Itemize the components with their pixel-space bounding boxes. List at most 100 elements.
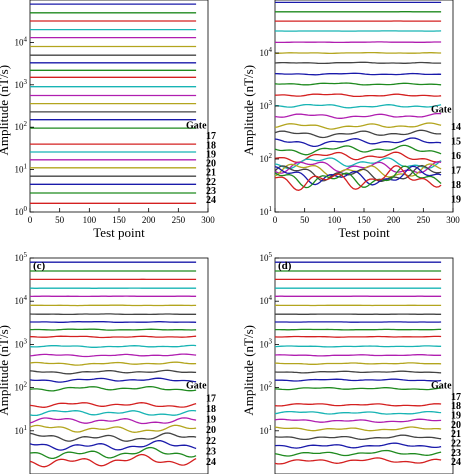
y-tick-label: 101: [260, 424, 273, 436]
y-tick-label: 104: [260, 46, 273, 58]
y-tick-label: 105: [260, 251, 273, 263]
gate-label: 14: [451, 122, 461, 133]
chart-panel-1: 100 101 102 103 104 0 50 100 150 200 250 300 Test po…: [0, 0, 216, 240]
plot-frame: [29, 0, 209, 213]
series-line-24: [29, 453, 197, 468]
y-axis-label: Amplitude (nT/s): [0, 65, 11, 156]
panel-label: (d): [278, 260, 292, 272]
gate-label: 19: [206, 415, 216, 426]
gate-label: 21: [206, 168, 216, 179]
plot-frame: [29, 257, 209, 474]
series-line-11: [275, 103, 442, 109]
chart-panel-3: 101 102 103 104 105 Amplitude (nT/s) (c) Gate17…: [0, 251, 216, 474]
gate-label: 24: [206, 457, 216, 468]
series-line-6: [274, 51, 442, 55]
series-line-5: [274, 41, 442, 44]
y-tick-label: 101: [15, 163, 28, 175]
gate-label: 24: [451, 457, 461, 468]
x-tick-label: 250: [417, 215, 431, 225]
series-line-10: [274, 335, 442, 338]
series-line-12: [274, 112, 442, 119]
x-axis-label: Test point: [338, 225, 390, 240]
series-line-10: [30, 335, 197, 339]
y-tick-label: 101: [15, 424, 28, 436]
x-tick-label: 50: [300, 215, 310, 225]
series-line-21: [29, 432, 197, 442]
series-line-12: [274, 354, 442, 357]
y-tick-label: 104: [260, 294, 273, 306]
series-line-13: [274, 122, 442, 130]
gate-label: 20: [206, 425, 216, 436]
gate-title: Gate: [431, 381, 452, 392]
series-line-7: [274, 61, 442, 65]
series-line-16: [29, 385, 197, 392]
series-line-21: [274, 164, 442, 183]
series-line-11: [29, 344, 197, 348]
series-line-22: [29, 439, 197, 451]
series-line-11: [274, 345, 442, 348]
series-line-20: [29, 424, 197, 433]
x-tick-label: 300: [446, 215, 460, 225]
chart-panel-2: 101 102 103 104 0 50 100 150 200 250 300 Test point…: [241, 0, 461, 240]
gate-label: 21: [451, 429, 461, 440]
x-tick-label: 50: [55, 215, 65, 225]
y-tick-label: 103: [15, 337, 28, 349]
series-line-13: [29, 361, 197, 366]
x-tick-label: 200: [142, 215, 156, 225]
y-tick-label: 102: [15, 120, 28, 132]
chart-panel-4: 101 102 103 104 105 Amplitude (nT/s) (d) Gate17…: [241, 251, 461, 474]
series-line-22: [274, 442, 442, 449]
series-line-23: [274, 449, 442, 457]
y-tick-label: 102: [260, 381, 273, 393]
series-line-21: [274, 434, 442, 441]
y-tick-label: 100: [15, 205, 28, 217]
series-line-18: [274, 157, 442, 170]
x-tick-label: 0: [28, 215, 33, 225]
gate-title: Gate: [186, 120, 207, 131]
gate-label: 22: [451, 438, 461, 449]
gate-label: 19: [451, 410, 461, 421]
series-line-14: [274, 370, 442, 374]
series-line-16: [274, 387, 442, 391]
gate-label: 17: [451, 165, 461, 176]
y-tick-label: 105: [15, 251, 28, 263]
y-tick-label: 102: [15, 381, 28, 393]
series-line-13: [274, 362, 442, 365]
gate-label: 23: [206, 446, 216, 457]
series-line-9: [275, 328, 442, 331]
series-line-23: [29, 446, 197, 460]
y-tick-label: 103: [15, 78, 28, 90]
gate-title: Gate: [186, 381, 207, 392]
series-line-7: [29, 313, 197, 316]
gate-label: 18: [451, 180, 461, 191]
series-line-14: [29, 369, 197, 375]
gate-title: Gate: [431, 104, 452, 115]
series-line-19: [274, 418, 442, 423]
x-tick-label: 100: [83, 215, 97, 225]
gate-label: 20: [451, 420, 461, 431]
series-line-23: [274, 165, 442, 189]
x-tick-label: 150: [112, 215, 126, 225]
series-line-17: [29, 402, 197, 408]
panel-label: (c): [33, 260, 46, 272]
series-line-8: [30, 320, 197, 323]
x-tick-label: 100: [328, 215, 342, 225]
y-tick-label: 103: [260, 99, 273, 111]
x-tick-label: 0: [273, 215, 278, 225]
series-line-19: [29, 417, 197, 425]
gate-label: 22: [206, 177, 216, 188]
x-tick-label: 150: [357, 215, 371, 225]
gate-label: 22: [206, 436, 216, 447]
y-axis-label: Amplitude (nT/s): [241, 65, 256, 156]
series-line-18: [29, 409, 197, 417]
gate-label: 19: [451, 195, 461, 206]
gate-label: 19: [206, 149, 216, 160]
y-tick-label: 104: [15, 294, 28, 306]
gate-label: 18: [206, 404, 216, 415]
gate-label: 24: [206, 195, 216, 206]
x-tick-label: 200: [387, 215, 401, 225]
y-tick-label: 103: [260, 337, 273, 349]
series-line-17: [274, 403, 442, 407]
series-line-24: [274, 165, 442, 191]
